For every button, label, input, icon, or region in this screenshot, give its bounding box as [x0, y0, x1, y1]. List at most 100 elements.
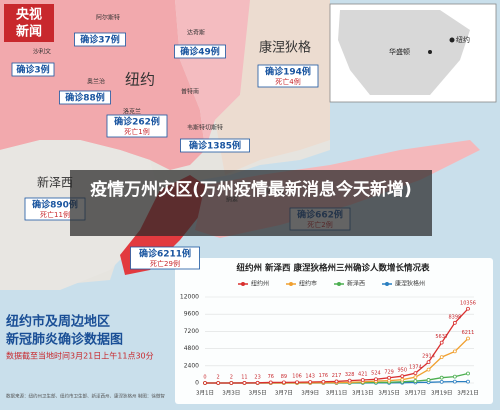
case-count: 确诊37例: [80, 34, 120, 46]
legend-dot: [385, 282, 389, 286]
data-point: [452, 349, 457, 354]
logo-text: 央视: [16, 7, 42, 23]
data-point: [452, 379, 457, 384]
case-count: 确诊3例: [16, 64, 49, 76]
data-point: [334, 379, 339, 384]
x-tick-label: 3月3日: [222, 390, 240, 397]
label-box: [11, 62, 55, 77]
data-label: 2: [230, 374, 233, 380]
data-point: [308, 380, 313, 384]
footer-note: 数据截至当地时间3月21日上午11点30分: [6, 351, 154, 361]
label-box: [180, 138, 250, 153]
data-point: [426, 360, 431, 365]
x-tick-label: 3月1日: [196, 390, 214, 397]
data-point: [203, 381, 207, 385]
legend-dot: [337, 282, 341, 286]
data-point: [374, 377, 378, 382]
data-point: [439, 379, 444, 384]
legend-dot: [289, 282, 293, 286]
x-tick-label: 3月9日: [301, 390, 319, 397]
data-label: 76: [268, 374, 274, 380]
case-count: 确诊6211例: [139, 248, 191, 260]
death-count: 死亡29例: [150, 259, 180, 268]
case-count: 确诊49例: [180, 46, 220, 58]
connecticut: [215, 0, 330, 175]
x-tick-label: 3月7日: [275, 390, 293, 397]
logo: [4, 4, 54, 42]
region-name: 康涅狄格: [259, 40, 311, 56]
data-point: [413, 379, 418, 383]
data-point: [268, 380, 273, 385]
data-label: 11: [241, 374, 247, 380]
legend-label: 新泽西: [347, 280, 365, 288]
inset-dot: [428, 50, 432, 54]
data-label: 217: [332, 373, 342, 379]
case-count: 确诊1385例: [189, 140, 241, 152]
data-label: 89: [281, 374, 287, 380]
label-box: [257, 64, 319, 88]
logo-text: 新闻: [16, 24, 42, 40]
chart-panel: [175, 258, 493, 404]
county-name: 韦斯特切斯特: [187, 124, 223, 132]
region-name: 新泽西: [37, 175, 73, 190]
data-point: [439, 375, 444, 380]
data-point: [216, 381, 221, 385]
label-box: [59, 90, 111, 105]
label-box: [130, 246, 200, 270]
data-point: [466, 371, 470, 376]
footer-title: 纽约市及周边地区: [6, 314, 110, 330]
data-label: 23: [254, 374, 260, 380]
county-name: 奥兰治: [87, 78, 105, 86]
data-label: 0: [203, 375, 206, 381]
data-label: 1374: [409, 365, 422, 371]
data-label: 8398: [448, 314, 461, 320]
data-label: 950: [397, 368, 407, 374]
y-tick-label: 12000: [180, 294, 199, 301]
legend-dot: [241, 282, 245, 286]
data-point: [321, 379, 326, 384]
region-name: 纽约: [125, 71, 155, 89]
chart-title: 纽约州 新泽西 康涅狄格州三州确诊人数增长情况表: [237, 263, 430, 274]
data-point: [360, 378, 365, 382]
x-tick-label: 3月5日: [249, 390, 267, 397]
legend-label: 纽约州: [251, 280, 269, 288]
data-point: [413, 375, 418, 380]
county-name: 阿尔斯特: [96, 14, 120, 22]
legend-label: 康涅狄格州: [395, 280, 425, 288]
x-tick-label: 3月13日: [352, 390, 374, 397]
label-box: [174, 44, 226, 59]
data-label: 2914: [422, 354, 435, 360]
data-point: [439, 355, 444, 359]
case-count: 确诊194例: [265, 66, 311, 78]
data-point: [466, 336, 470, 341]
death-count: 死亡11例: [40, 210, 70, 219]
x-tick-label: 3月21日: [457, 390, 479, 397]
data-label: 2: [217, 374, 220, 380]
data-point: [466, 379, 470, 384]
inset-city: 华盛顿: [389, 47, 410, 56]
data-label: 176: [319, 373, 329, 379]
county-name: 洛克兰: [123, 108, 141, 116]
data-label: 328: [345, 372, 355, 378]
data-label: 10356: [460, 300, 476, 306]
data-label: 106: [292, 374, 302, 380]
legend-label: 纽约市: [299, 280, 317, 288]
data-point: [400, 374, 405, 379]
y-tick-label: 0: [195, 380, 199, 387]
label-box: [106, 114, 168, 138]
data-point: [281, 380, 286, 385]
data-point: [452, 374, 457, 379]
inset-dot: [449, 37, 455, 43]
data-point: [466, 306, 470, 311]
case-count: 确诊262例: [114, 116, 160, 128]
data-point: [387, 375, 392, 380]
data-point: [347, 378, 352, 383]
data-label: 421: [358, 371, 368, 377]
inset-city: 纽约: [456, 35, 470, 44]
x-tick-label: 3月15日: [378, 390, 400, 397]
data-point: [400, 377, 405, 382]
data-point: [242, 381, 247, 385]
county-name: 普特南: [181, 88, 199, 96]
y-tick-label: 4800: [184, 345, 199, 352]
